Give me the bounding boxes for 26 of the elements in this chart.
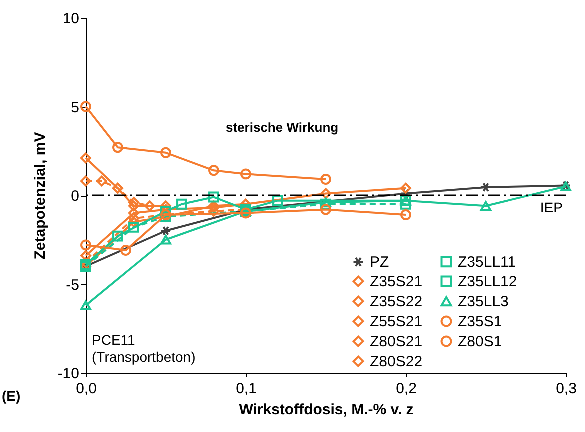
x-tick-label: 0,0	[76, 380, 97, 398]
x-tick-label: 0,1	[236, 380, 257, 398]
legend-label: Z35LL3	[458, 294, 509, 310]
legend-label: Z35LL11	[458, 254, 516, 271]
y-tick-label: 10	[62, 10, 80, 28]
y-axis-title: Zetapotenzial, mV	[32, 132, 49, 260]
legend-label: Z35S22	[370, 294, 423, 310]
legend-label: Z35S21	[370, 274, 423, 290]
annotation: PCE11 (Transportbeton)	[92, 332, 196, 365]
y-tick-label: -10	[58, 366, 80, 382]
x-axis-title: Wirkstoffdosis, M.-% v. z	[239, 402, 414, 418]
legend-label: Z35LL12	[458, 274, 518, 290]
x-tick-label: 0,2	[396, 380, 417, 398]
y-tick-label: -5	[66, 276, 80, 294]
x-tick-label: 0,3	[556, 380, 577, 398]
text: (E)	[2, 388, 21, 404]
y-tick-label: 5	[71, 99, 80, 116]
y-tick-label: 0	[71, 188, 80, 205]
legend-label: PZ	[370, 254, 390, 272]
legend-label: Z80S22	[370, 354, 423, 370]
ref-line-label: IEP	[540, 200, 563, 216]
legend-label: Z35S1	[458, 314, 502, 330]
legend-label: Z55S21	[370, 314, 423, 330]
annotation: sterische Wirkung	[226, 120, 339, 135]
legend-label: Z80S21	[370, 334, 423, 350]
legend-label: Z80S1	[458, 334, 502, 350]
